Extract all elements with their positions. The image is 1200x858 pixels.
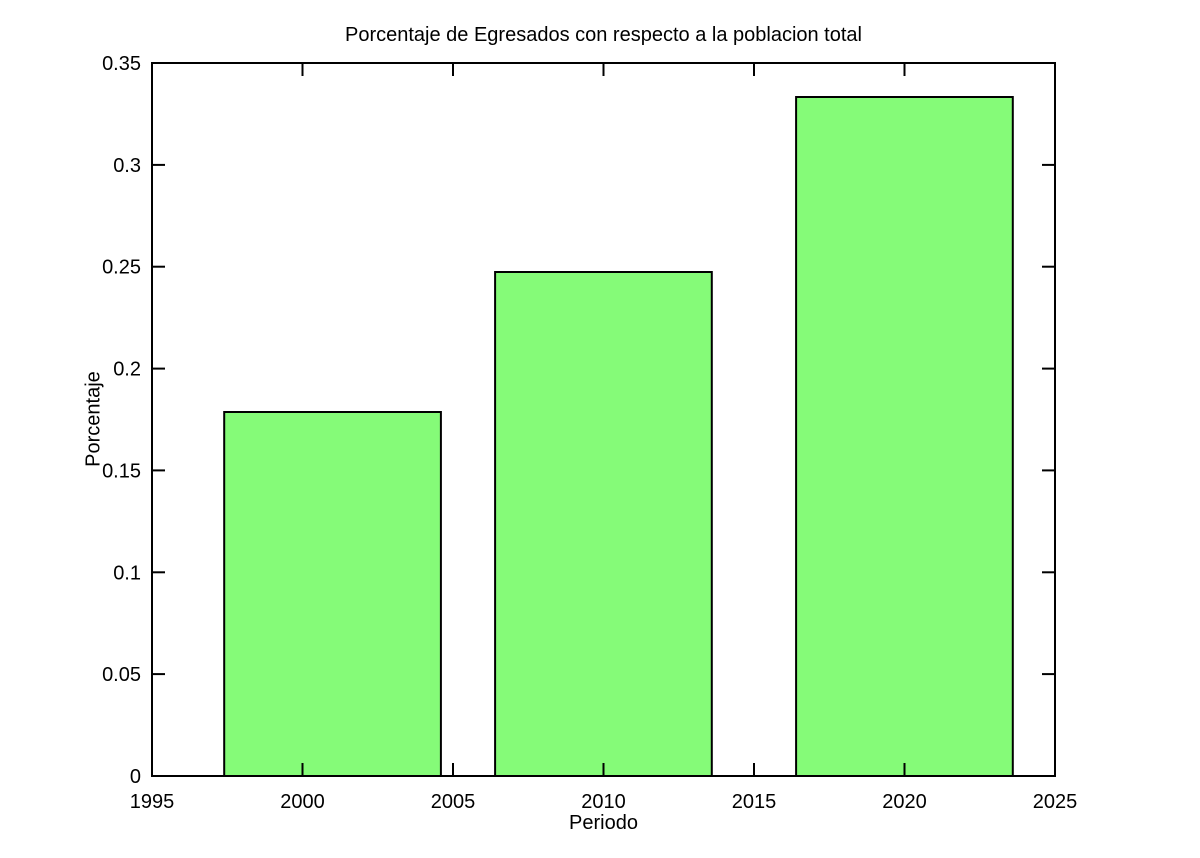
- x-axis-label: Periodo: [569, 812, 638, 834]
- y-tick-label-0: 0: [130, 766, 141, 788]
- y-axis-label: Porcentaje: [82, 371, 105, 467]
- y-tick-label-0.05: 0.05: [102, 664, 141, 686]
- bar-2020: [795, 96, 1014, 777]
- x-tick-label-1995: 1995: [130, 791, 175, 813]
- y-tick-label-0.35: 0.35: [102, 53, 141, 75]
- y-tick-label-0.1: 0.1: [113, 562, 141, 584]
- y-tick-label-0.25: 0.25: [102, 257, 141, 279]
- x-tick-label-2010: 2010: [581, 791, 626, 813]
- bar-2001: [223, 411, 442, 777]
- x-tick-label-2015: 2015: [732, 791, 777, 813]
- x-tick-label-2020: 2020: [882, 791, 927, 813]
- bars-group: [223, 96, 1014, 777]
- x-tick-label-2005: 2005: [431, 791, 476, 813]
- x-tick-label-2000: 2000: [280, 791, 325, 813]
- y-tick-label-0.15: 0.15: [102, 460, 141, 482]
- tick-labels-group: 1995 2000 2005 2010 2015 2020 2025 0 0.05 0.1 0.15…: [102, 53, 1077, 813]
- y-tick-label-0.3: 0.3: [113, 155, 141, 177]
- x-tick-label-2025: 2025: [1033, 791, 1078, 813]
- y-tick-label-0.2: 0.2: [113, 359, 141, 381]
- chart-title: Porcentaje de Egresados con respecto a l…: [344, 24, 862, 46]
- axes-group: [151, 62, 1056, 777]
- bar-2010: [494, 271, 713, 777]
